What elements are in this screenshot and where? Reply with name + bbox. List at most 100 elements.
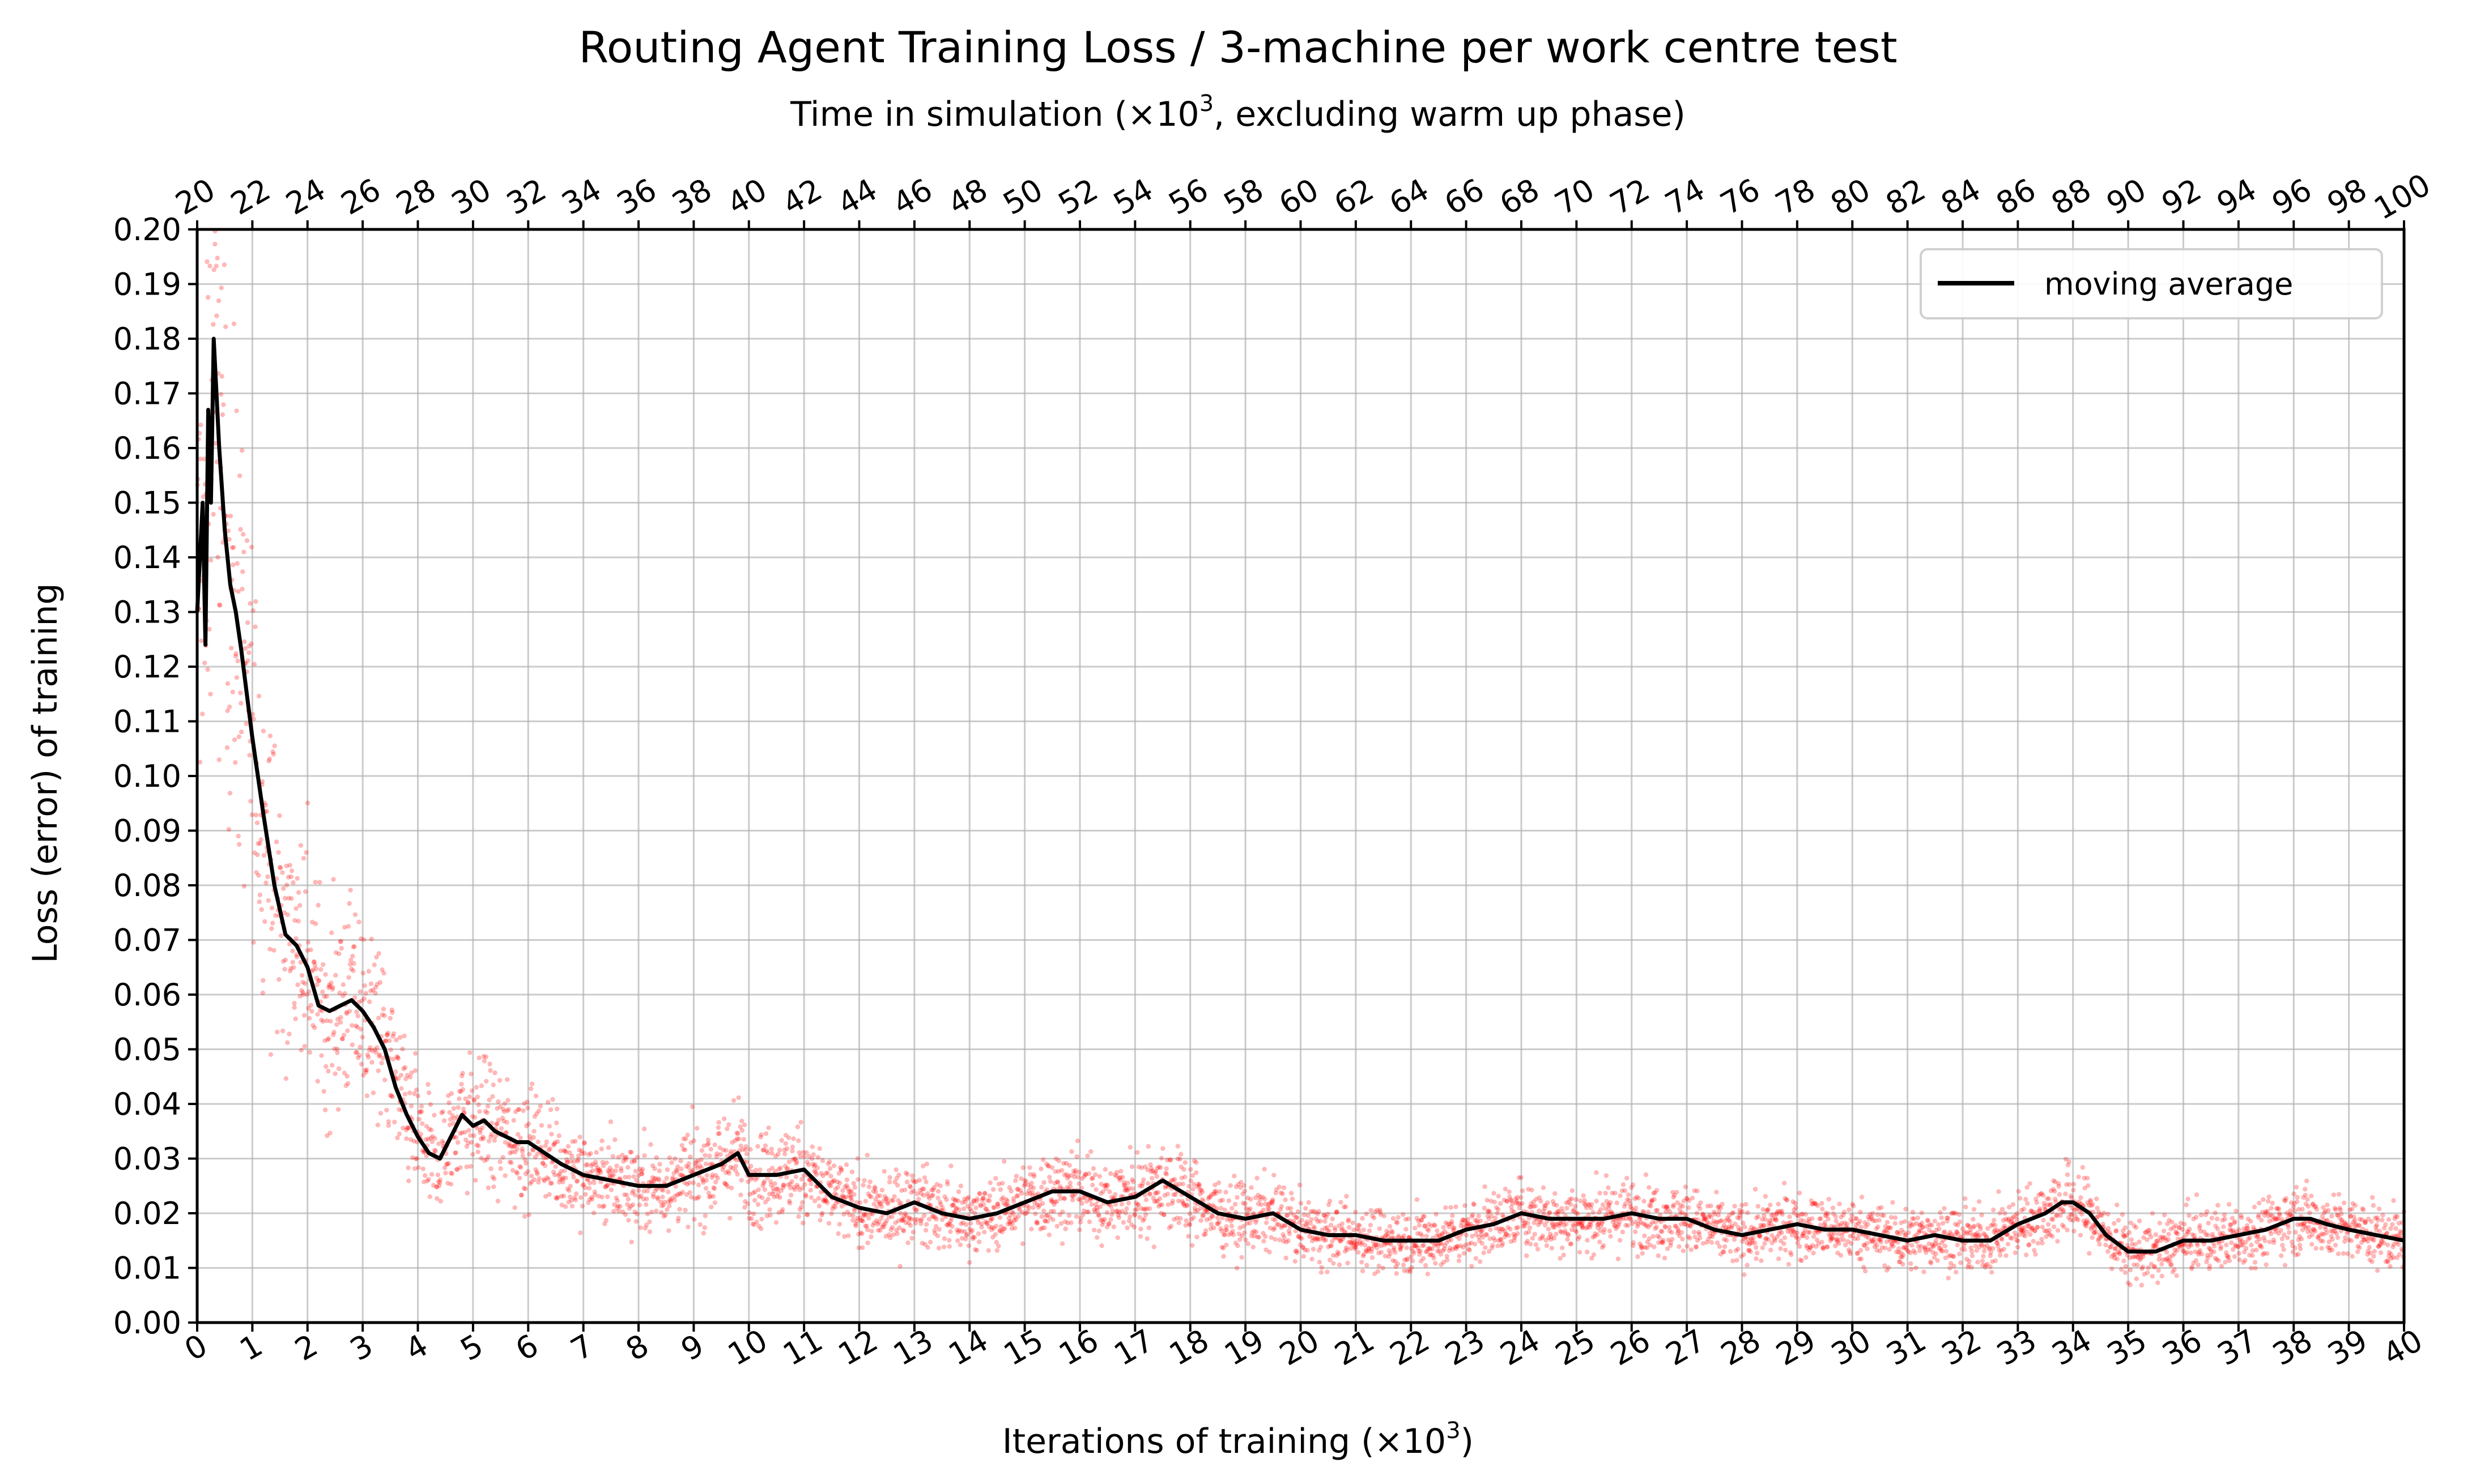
scatter-point [1499, 1226, 1504, 1231]
scatter-point [501, 1109, 507, 1114]
scatter-point [1585, 1238, 1590, 1243]
scatter-point [1092, 1209, 1097, 1214]
scatter-point [1481, 1250, 1486, 1255]
scatter-point [1918, 1228, 1924, 1234]
scatter-point [2147, 1227, 2152, 1233]
scatter-point [2152, 1243, 2158, 1248]
scatter-point [675, 1164, 680, 1169]
scatter-point [661, 1188, 666, 1193]
scatter-point [812, 1169, 817, 1174]
scatter-point [670, 1176, 675, 1182]
scatter-point [1319, 1227, 1325, 1233]
scatter-point [1301, 1212, 1307, 1217]
scatter-point [312, 959, 317, 965]
scatter-point [2282, 1263, 2288, 1268]
scatter-point [1198, 1206, 1203, 1211]
scatter-point [1883, 1224, 1888, 1229]
scatter-point [1980, 1243, 1985, 1248]
scatter-point [1799, 1212, 1804, 1217]
scatter-point [2143, 1230, 2149, 1235]
scatter-point [1363, 1243, 1368, 1248]
scatter-point [1334, 1253, 1339, 1258]
scatter-point [1586, 1222, 1592, 1227]
scatter-point [724, 1170, 729, 1175]
scatter-point [1778, 1246, 1783, 1251]
scatter-point [1819, 1239, 1824, 1245]
scatter-point [990, 1187, 996, 1192]
scatter-point [1597, 1191, 1602, 1196]
scatter-point [538, 1103, 543, 1109]
scatter-point [1487, 1236, 1492, 1242]
scatter-point [965, 1204, 971, 1209]
scatter-point [564, 1149, 569, 1155]
scatter-point [865, 1153, 870, 1158]
scatter-point [1683, 1221, 1688, 1227]
scatter-point [748, 1176, 754, 1182]
scatter-point [1515, 1231, 1520, 1236]
scatter-point [2240, 1239, 2245, 1244]
scatter-point [1199, 1197, 1205, 1202]
scatter-point [1017, 1208, 1023, 1213]
scatter-point [2160, 1257, 2166, 1263]
scatter-point [388, 1016, 393, 1021]
scatter-point [253, 812, 259, 818]
scatter-point [1774, 1210, 1779, 1216]
scatter-point [1766, 1237, 1771, 1242]
scatter-point [397, 1131, 402, 1137]
scatter-point [1483, 1245, 1488, 1250]
scatter-point [1686, 1205, 1691, 1210]
scatter-point [1614, 1226, 1619, 1231]
scatter-point [2009, 1219, 2014, 1224]
scatter-point [624, 1154, 629, 1160]
scatter-point [1704, 1240, 1709, 1245]
scatter-point [1788, 1250, 1793, 1255]
scatter-point [1858, 1248, 1864, 1253]
scatter-point [1997, 1252, 2003, 1258]
scatter-point [586, 1152, 592, 1157]
scatter-point [707, 1195, 712, 1200]
scatter-point [1640, 1251, 1645, 1256]
scatter-point [1877, 1236, 1882, 1242]
scatter-point [1173, 1192, 1178, 1197]
scatter-point [1456, 1258, 1462, 1264]
scatter-point [648, 1142, 653, 1147]
scatter-point [1656, 1253, 1661, 1259]
scatter-point [1150, 1168, 1155, 1174]
scatter-point [1165, 1191, 1171, 1197]
scatter-point [292, 1005, 297, 1010]
scatter-point [513, 1109, 518, 1114]
scatter-point [811, 1164, 817, 1169]
scatter-point [733, 1138, 738, 1144]
scatter-point [1913, 1265, 1918, 1270]
scatter-point [730, 1166, 735, 1171]
scatter-point [1144, 1206, 1150, 1212]
scatter-point [1723, 1218, 1728, 1223]
scatter-point [1760, 1245, 1765, 1251]
scatter-point [2032, 1228, 2037, 1233]
scatter-point [395, 1056, 401, 1061]
scatter-point [1311, 1209, 1316, 1214]
scatter-point [1091, 1166, 1096, 1171]
scatter-point [507, 1159, 513, 1165]
scatter-point [2172, 1267, 2177, 1272]
scatter-point [1159, 1155, 1164, 1161]
scatter-point [1977, 1244, 1982, 1250]
scatter-point [2282, 1232, 2287, 1238]
scatter-point [1010, 1221, 1015, 1226]
scatter-point [2146, 1265, 2151, 1270]
scatter-point [1650, 1219, 1655, 1225]
scatter-point [1702, 1214, 1708, 1219]
scatter-point [1633, 1229, 1638, 1234]
scatter-point [376, 951, 381, 956]
scatter-point [1791, 1229, 1796, 1234]
scatter-point [2145, 1237, 2150, 1242]
scatter-point [207, 263, 212, 268]
scatter-point [861, 1212, 866, 1217]
scatter-point [1898, 1255, 1903, 1260]
scatter-point [860, 1231, 865, 1236]
scatter-point [369, 1060, 375, 1065]
scatter-point [1352, 1244, 1358, 1250]
scatter-point [1218, 1198, 1223, 1204]
scatter-point [641, 1196, 646, 1202]
scatter-point [1390, 1258, 1396, 1263]
